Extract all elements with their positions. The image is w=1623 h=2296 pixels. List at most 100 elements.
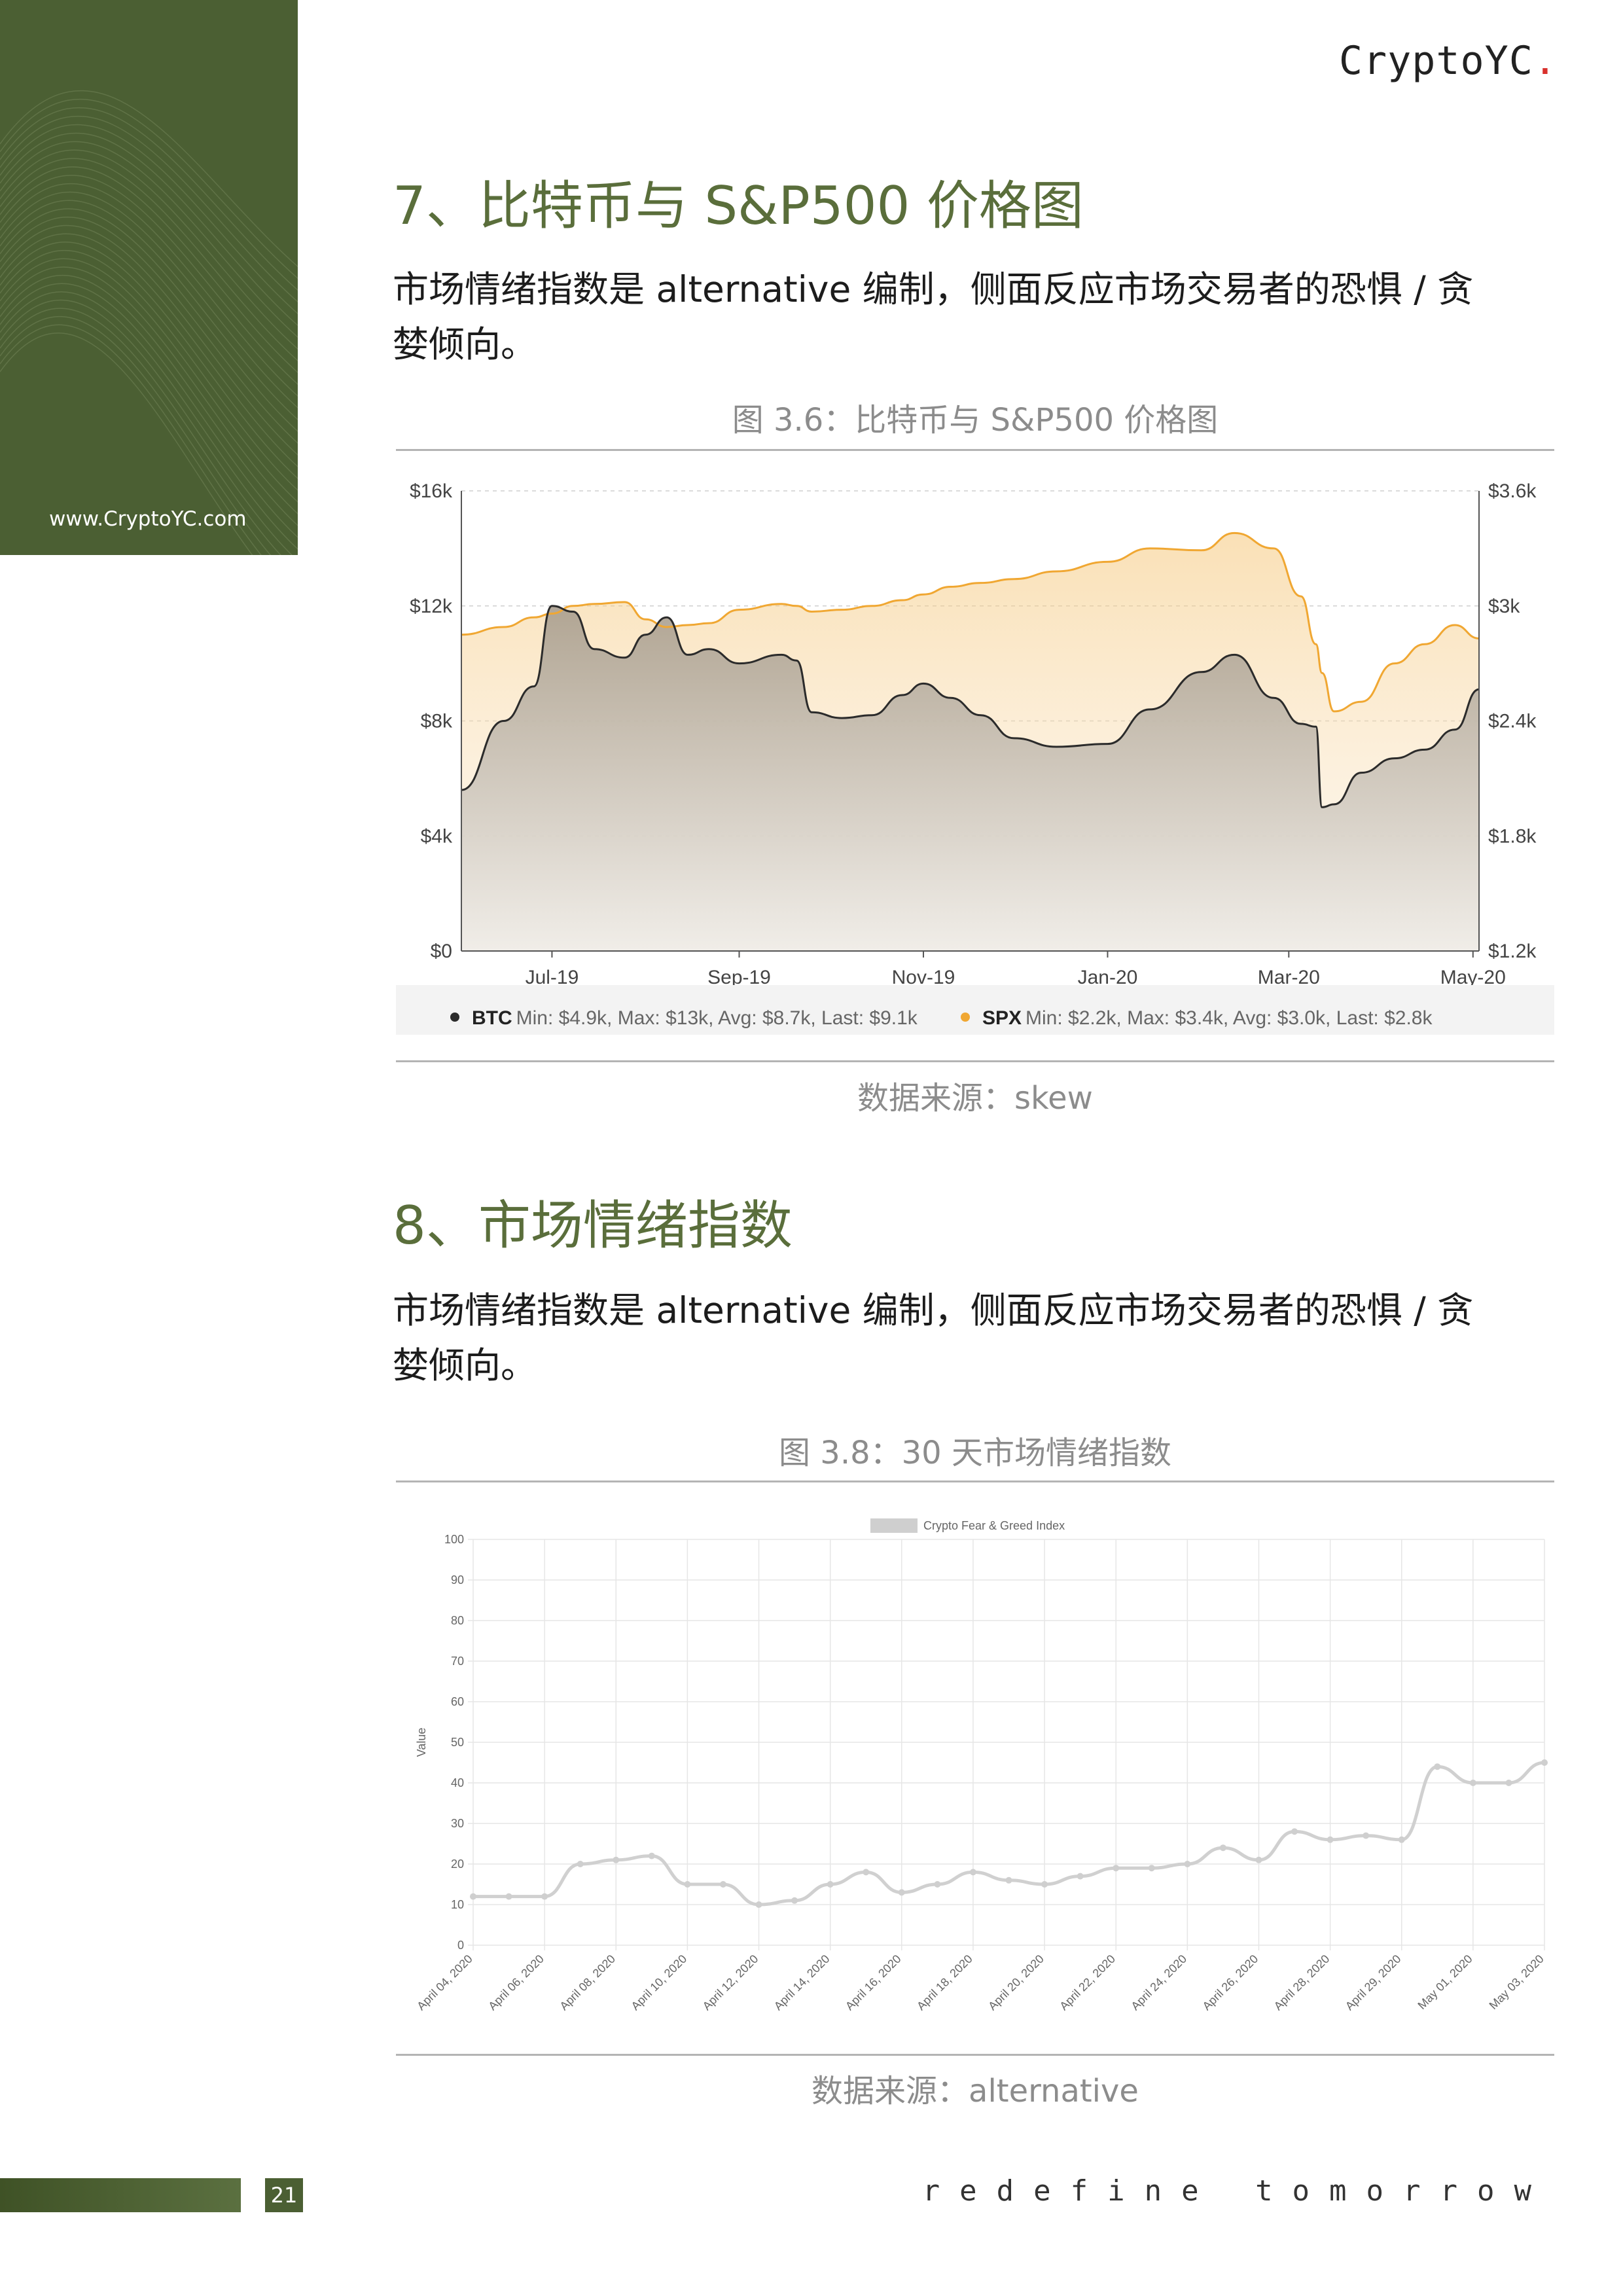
legend-series-name: BTC (472, 1007, 512, 1029)
data-point (1148, 1865, 1155, 1872)
website-url[interactable]: www.CryptoYC.com (49, 507, 247, 531)
footer-accent-bar (0, 2178, 241, 2212)
divider (396, 1060, 1554, 1062)
data-point (1398, 1836, 1405, 1843)
data-point (1327, 1836, 1334, 1843)
data-point (898, 1889, 905, 1896)
brand-dot: . (1533, 38, 1558, 84)
brand-name: CryptoYC (1338, 38, 1533, 84)
data-point (791, 1897, 798, 1904)
data-point (577, 1861, 584, 1867)
btc-spx-chart: $0 $1.2k $4k $1.8k $8k $2.4k $12k $3k $16k $3.6k J… (396, 461, 1554, 1037)
data-point (1077, 1873, 1084, 1880)
y-tick-label: 40 (451, 1776, 464, 1789)
data-point (1219, 1844, 1226, 1852)
data-point (1541, 1759, 1548, 1766)
x-tick-label: Sep-19 (707, 967, 771, 988)
btc-line (461, 605, 1480, 808)
y-tick-label: 100 (444, 1533, 464, 1546)
legend-marker (450, 1013, 459, 1022)
page-number: 21 (265, 2178, 303, 2212)
data-point (505, 1893, 512, 1900)
data-point (1469, 1780, 1476, 1786)
y-right-tick-label: $3.6k (1488, 480, 1537, 502)
data-source: 数据来源：skew (857, 1080, 1093, 1117)
x-tick-label: Nov-19 (892, 967, 955, 988)
footer-tagline: redefine tomorrow (922, 2174, 1551, 2208)
y-left-tick-label: $16k (410, 480, 453, 502)
y-tick-label: 60 (451, 1695, 464, 1708)
data-point (755, 1901, 762, 1908)
description-line: 婪倾向。 (393, 323, 537, 365)
data-point (613, 1856, 620, 1863)
description-line: 市场情绪指数是 alternative 编制，侧面反应市场交易者的恐惧 / 贪 (393, 268, 1474, 310)
section-title-btc-spx: 7、比特币与 S&P500 价格图 (393, 175, 1084, 236)
legend-label: Crypto Fear & Greed Index (923, 1519, 1065, 1532)
divider (396, 2054, 1554, 2056)
data-source: 数据来源：alternative (812, 2073, 1139, 2109)
legend-entry: SPX Min: $2.2k, Max: $3.4k, Avg: $3.0k, L… (982, 1007, 1433, 1029)
legend-series-stats: Min: $2.2k, Max: $3.4k, Avg: $3.0k, Last… (1026, 1007, 1433, 1029)
description-line: 婪倾向。 (393, 1344, 537, 1386)
description-line: 市场情绪指数是 alternative 编制，侧面反应市场交易者的恐惧 / 贪 (393, 1289, 1474, 1331)
y-right-tick-label: $3k (1488, 596, 1520, 617)
brand-logo: CryptoYC. (1339, 38, 1558, 84)
y-axis-label: Value (415, 1728, 428, 1757)
section-description: 市场情绪指数是 alternative 编制，侧面反应市场交易者的恐惧 / 贪 … (393, 1283, 1571, 1393)
y-tick-label: 90 (451, 1573, 464, 1587)
y-left-tick-label: $8k (421, 711, 453, 732)
y-tick-label: 10 (451, 1898, 464, 1911)
y-right-tick-label: $1.2k (1488, 941, 1537, 962)
x-tick-label: Jan-20 (1078, 967, 1138, 988)
data-point (1113, 1865, 1120, 1872)
figure-caption: 图 3.8：30 天市场情绪指数 (779, 1435, 1171, 1471)
data-point (969, 1869, 976, 1876)
chart-background (396, 1505, 1554, 2042)
data-point (541, 1893, 548, 1900)
data-point (934, 1881, 941, 1888)
data-point (863, 1869, 870, 1876)
data-point (1184, 1861, 1191, 1867)
legend-background (396, 985, 1554, 1035)
y-tick-label: 20 (451, 1857, 464, 1871)
y-right-tick-label: $2.4k (1488, 711, 1537, 732)
data-point (1005, 1876, 1012, 1884)
data-point (684, 1881, 691, 1888)
data-point (1255, 1856, 1262, 1863)
data-point (470, 1893, 476, 1900)
data-point (1041, 1881, 1048, 1888)
decorative-wave-pattern (0, 90, 298, 555)
y-tick-label: 0 (457, 1939, 464, 1952)
x-tick-label: Jul-19 (526, 967, 579, 988)
y-tick-label: 70 (451, 1655, 464, 1668)
y-left-tick-label: $12k (410, 596, 453, 617)
legend-series-stats: Min: $4.9k, Max: $13k, Avg: $8.7k, Last:… (516, 1007, 918, 1029)
legend-marker (961, 1013, 970, 1022)
section-description: 市场情绪指数是 alternative 编制，侧面反应市场交易者的恐惧 / 贪 … (393, 262, 1571, 372)
divider (396, 449, 1554, 451)
legend-series-name: SPX (982, 1007, 1022, 1029)
data-point (1291, 1828, 1298, 1835)
spx-line (461, 531, 1480, 713)
data-point (719, 1881, 726, 1888)
y-right-tick-label: $1.8k (1488, 825, 1537, 847)
y-left-tick-label: $0 (431, 941, 452, 962)
data-point (1363, 1832, 1370, 1839)
figure-caption: 图 3.6：比特币与 S&P500 价格图 (732, 402, 1219, 439)
y-left-tick-label: $4k (421, 825, 453, 847)
legend-entry: BTC Min: $4.9k, Max: $13k, Avg: $8.7k, La… (472, 1007, 918, 1029)
legend-swatch (870, 1518, 918, 1533)
divider (396, 1480, 1554, 1482)
fear-greed-chart: Crypto Fear & Greed Index 0 10 20 30 40 50 60 7… (396, 1505, 1554, 2042)
data-point (827, 1881, 834, 1888)
data-point (1505, 1780, 1512, 1786)
y-tick-label: 30 (451, 1817, 464, 1830)
section-title-fear-greed: 8、市场情绪指数 (393, 1195, 793, 1256)
btc-area (461, 605, 1479, 951)
y-tick-label: 50 (451, 1736, 464, 1749)
data-point (1434, 1763, 1441, 1770)
data-point (648, 1852, 655, 1859)
y-tick-label: 80 (451, 1614, 464, 1627)
x-tick-label: May-20 (1440, 967, 1506, 988)
sidebar-banner: www.CryptoYC.com (0, 0, 298, 555)
